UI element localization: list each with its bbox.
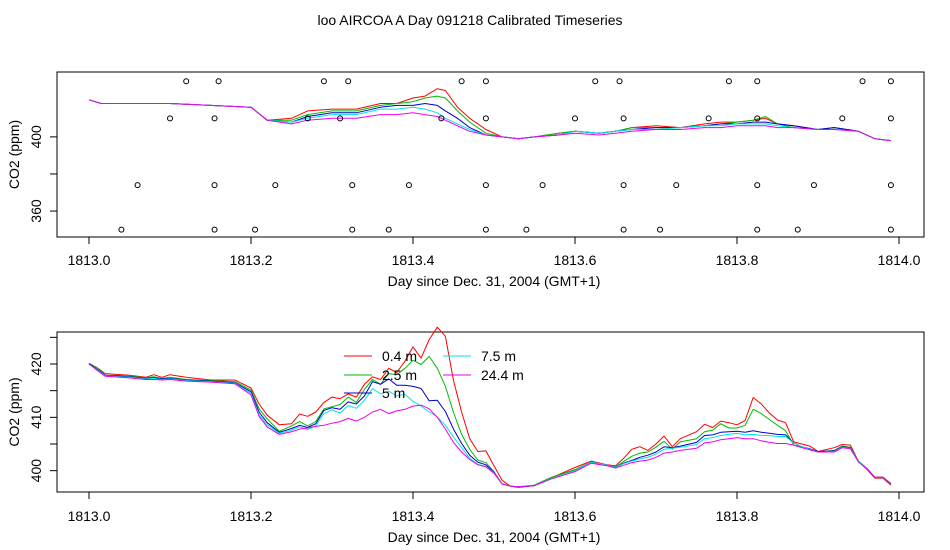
x-tick-label: 1814.0	[878, 508, 921, 524]
flag-marker	[539, 182, 546, 189]
x-tick-label: 1813.4	[392, 508, 435, 524]
flag-marker	[304, 115, 311, 122]
flag-marker	[215, 78, 222, 85]
flag-marker	[620, 115, 627, 122]
flag-marker	[887, 115, 894, 122]
flag-marker	[272, 182, 279, 189]
flag-marker	[482, 226, 489, 233]
flag-marker	[705, 115, 712, 122]
x-tick-label: 1813.4	[392, 252, 435, 268]
flag-marker	[859, 78, 866, 85]
flag-marker	[211, 226, 218, 233]
x-tick-label: 1813.6	[554, 252, 597, 268]
flag-marker	[572, 115, 578, 122]
x-tick-label: 1813.2	[230, 508, 273, 524]
flag-marker	[620, 182, 627, 189]
flag-marker	[458, 78, 465, 85]
plot-frame	[56, 331, 925, 493]
flag-marker	[887, 226, 894, 233]
flag-marker	[754, 78, 761, 85]
flag-marker	[794, 226, 801, 233]
y-tick-label: 400	[28, 125, 44, 149]
flag-marker	[405, 182, 412, 189]
flag-marker	[620, 226, 627, 233]
flag-marker	[118, 226, 125, 233]
x-tick-label: 1813.6	[554, 508, 597, 524]
legend-label: 24.4 m	[481, 367, 524, 383]
legend-label: 2.5 m	[382, 367, 417, 383]
legend-label: 7.5 m	[481, 348, 516, 364]
flag-marker	[616, 78, 623, 85]
flag-marker	[211, 115, 218, 122]
flag-marker	[657, 226, 664, 233]
x-tick-label: 1814.0	[878, 252, 921, 268]
legend-label: 5 m	[382, 385, 405, 401]
series-line-24-4-m	[88, 363, 892, 488]
series-line-0-4-m	[88, 326, 892, 488]
flag-marker	[754, 182, 761, 189]
flag-marker	[754, 226, 761, 233]
flag-marker	[438, 115, 445, 122]
flag-marker	[134, 182, 141, 189]
flag-marker	[252, 226, 259, 233]
flag-marker	[887, 182, 894, 189]
upper-panel: 1813.0 1813.2 1813.4 1813.6 1813.8 1814.0 Day …	[6, 71, 925, 289]
flag-marker	[337, 115, 344, 122]
flag-marker	[754, 115, 761, 122]
flag-marker	[810, 182, 817, 189]
x-axis-label: Day since Dec. 31, 2004 (GMT+1)	[388, 529, 601, 545]
flag-marker	[482, 115, 489, 122]
flag-marker	[482, 182, 489, 189]
x-tick-label: 1813.0	[68, 508, 111, 524]
series-line-0-4-m	[88, 88, 891, 142]
y-axis-label: CO2 (ppm)	[6, 377, 22, 446]
y-axis-label: CO2 (ppm)	[6, 120, 22, 189]
x-tick-label: 1813.8	[716, 252, 759, 268]
x-tick-label: 1813.2	[230, 252, 273, 268]
y-tick-label: 410	[28, 405, 44, 429]
x-tick-label: 1813.8	[716, 508, 759, 524]
flag-marker	[349, 182, 356, 189]
flag-marker	[725, 78, 732, 85]
flag-marker	[887, 78, 894, 85]
series-line-24-4-m	[88, 99, 891, 142]
flag-marker	[211, 182, 218, 189]
series-line-2-5-m	[88, 95, 891, 142]
flag-marker	[592, 78, 599, 85]
legend-label: 0.4 m	[382, 348, 417, 364]
flag-marker	[349, 226, 356, 233]
figure-title: loo AIRCOA A Day 091218 Calibrated Times…	[317, 12, 622, 28]
y-tick-label: 360	[28, 199, 44, 223]
flag-marker	[839, 115, 846, 122]
flag-marker	[385, 226, 392, 233]
flag-marker	[320, 78, 327, 85]
x-tick-label: 1813.0	[68, 252, 111, 268]
y-tick-label: 420	[28, 352, 44, 376]
flag-marker	[523, 226, 530, 233]
flag-marker	[482, 78, 489, 85]
flag-marker	[167, 115, 173, 122]
plot-frame	[56, 71, 925, 238]
flag-marker	[183, 78, 190, 85]
flag-marker	[345, 78, 352, 85]
y-tick-label: 400	[28, 459, 44, 483]
x-axis-label: Day since Dec. 31, 2004 (GMT+1)	[388, 273, 601, 289]
lower-panel: 1813.0 1813.2 1813.4 1813.6 1813.8 1814.0 Day …	[6, 326, 925, 545]
flag-marker	[673, 182, 680, 189]
